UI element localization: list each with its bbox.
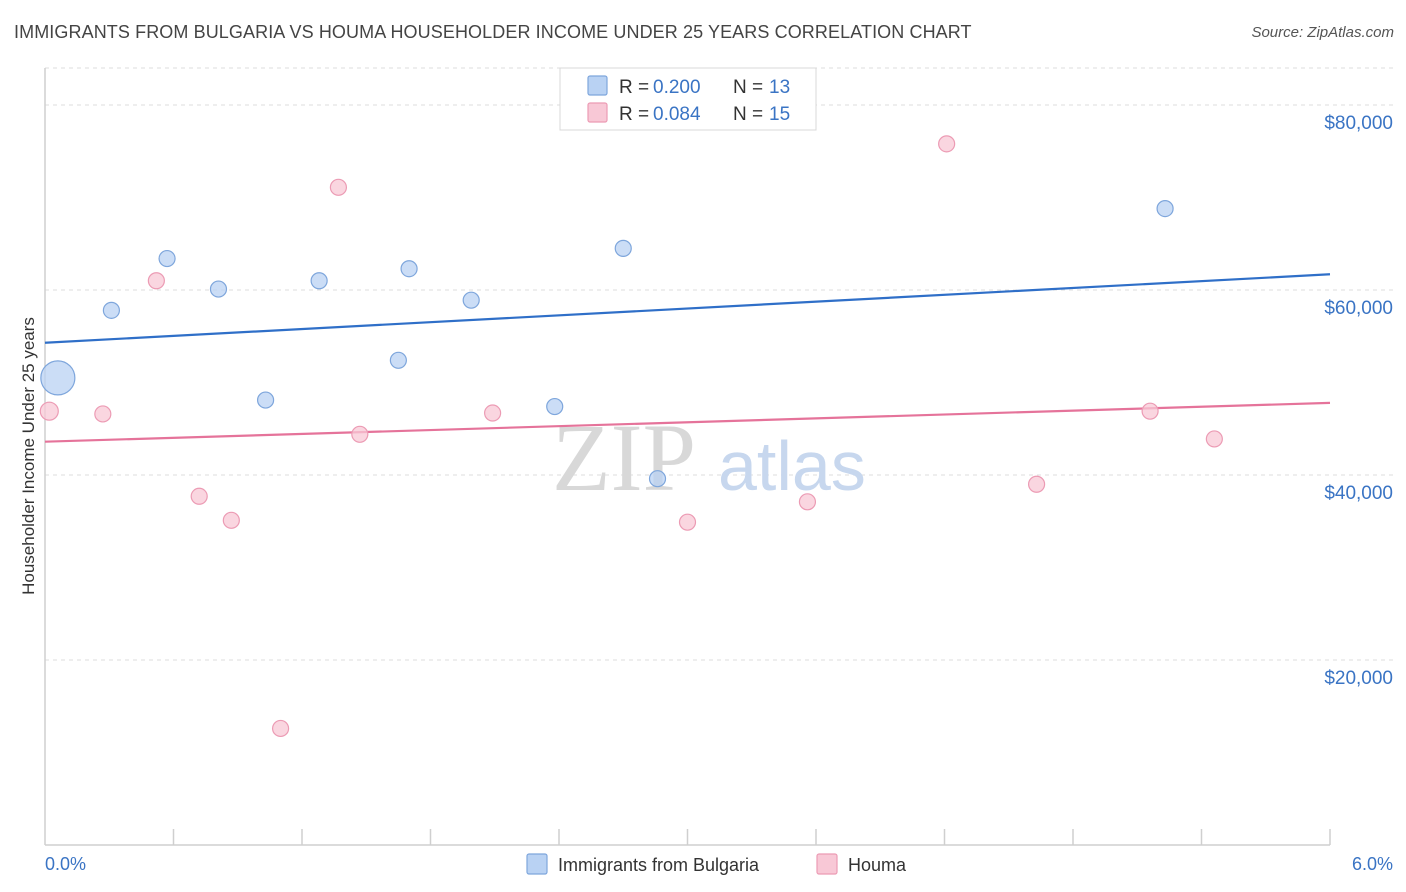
bottom-legend-swatch-bulgaria (526, 853, 548, 875)
y-tick-label: $80,000 (1324, 113, 1393, 134)
houma-point (271, 719, 290, 738)
houma-point (1141, 402, 1159, 420)
bulgaria-trend-line (44, 273, 1331, 344)
x-min-label: 0.0% (45, 854, 86, 874)
houma-points (39, 135, 1223, 738)
bulgaria-point (614, 239, 632, 257)
y-tick-labels: $20,000 $40,000 $60,000 $80,000 (1324, 113, 1393, 689)
houma-point (1027, 475, 1046, 493)
bulgaria-point (102, 301, 120, 319)
houma-trend-line (44, 401, 1331, 443)
grid-lines (45, 67, 1393, 661)
houma-point (329, 178, 348, 196)
legend-r-value-houma: 0.084 (653, 104, 701, 125)
y-tick-label: $60,000 (1324, 298, 1393, 319)
source-label: Source: ZipAtlas.com (1251, 24, 1394, 41)
series-legend: Immigrants from Bulgaria Houma (526, 853, 907, 875)
houma-point (351, 425, 369, 443)
houma-point (94, 405, 112, 423)
bulgaria-point (400, 260, 418, 278)
bulgaria-point (310, 272, 328, 290)
legend-swatch-bulgaria (587, 75, 608, 96)
chart-title: IMMIGRANTS FROM BULGARIA VS HOUMA HOUSEH… (14, 22, 972, 42)
houma-point (39, 401, 59, 421)
watermark-zip: ZIP (552, 404, 696, 511)
bulgaria-point (40, 360, 76, 396)
legend-n-value-bulgaria: 13 (769, 77, 790, 98)
houma-point (484, 404, 502, 422)
houma-point (798, 493, 817, 511)
bulgaria-points (40, 200, 1174, 488)
legend-n-label-bulgaria: N = (733, 77, 763, 98)
houma-point (190, 487, 208, 505)
bulgaria-point (389, 351, 407, 369)
bottom-legend-label-houma: Houma (848, 855, 907, 875)
x-axis-ticks (172, 829, 1331, 845)
legend-n-value-houma: 15 (769, 104, 790, 125)
bulgaria-point (462, 291, 480, 309)
y-tick-label: $20,000 (1324, 668, 1393, 689)
bulgaria-point (256, 391, 275, 409)
legend-r-label-houma: R = (619, 104, 649, 125)
bulgaria-point (209, 280, 228, 298)
y-tick-label: $40,000 (1324, 483, 1393, 504)
bottom-legend-swatch-houma (816, 853, 838, 875)
stats-legend: R = 0.200 N = 13 R = 0.084 N = 15 (559, 67, 817, 131)
bulgaria-point (648, 470, 667, 488)
houma-point (938, 135, 956, 153)
houma-point (222, 511, 240, 529)
watermark-atlas: atlas (718, 427, 866, 505)
bulgaria-point (546, 397, 564, 416)
bulgaria-point (158, 249, 176, 268)
houma-point (678, 513, 697, 531)
houma-point (1205, 430, 1223, 448)
bottom-legend-label-bulgaria: Immigrants from Bulgaria (558, 855, 760, 875)
legend-r-label-bulgaria: R = (619, 77, 649, 98)
houma-point (147, 272, 165, 290)
legend-swatch-houma (587, 102, 608, 123)
legend-r-value-bulgaria: 0.200 (653, 77, 701, 98)
bulgaria-point (1156, 200, 1174, 218)
y-axis-label: Householder Income Under 25 years (19, 317, 38, 595)
x-max-label: 6.0% (1352, 854, 1393, 874)
legend-n-label-houma: N = (733, 104, 763, 125)
